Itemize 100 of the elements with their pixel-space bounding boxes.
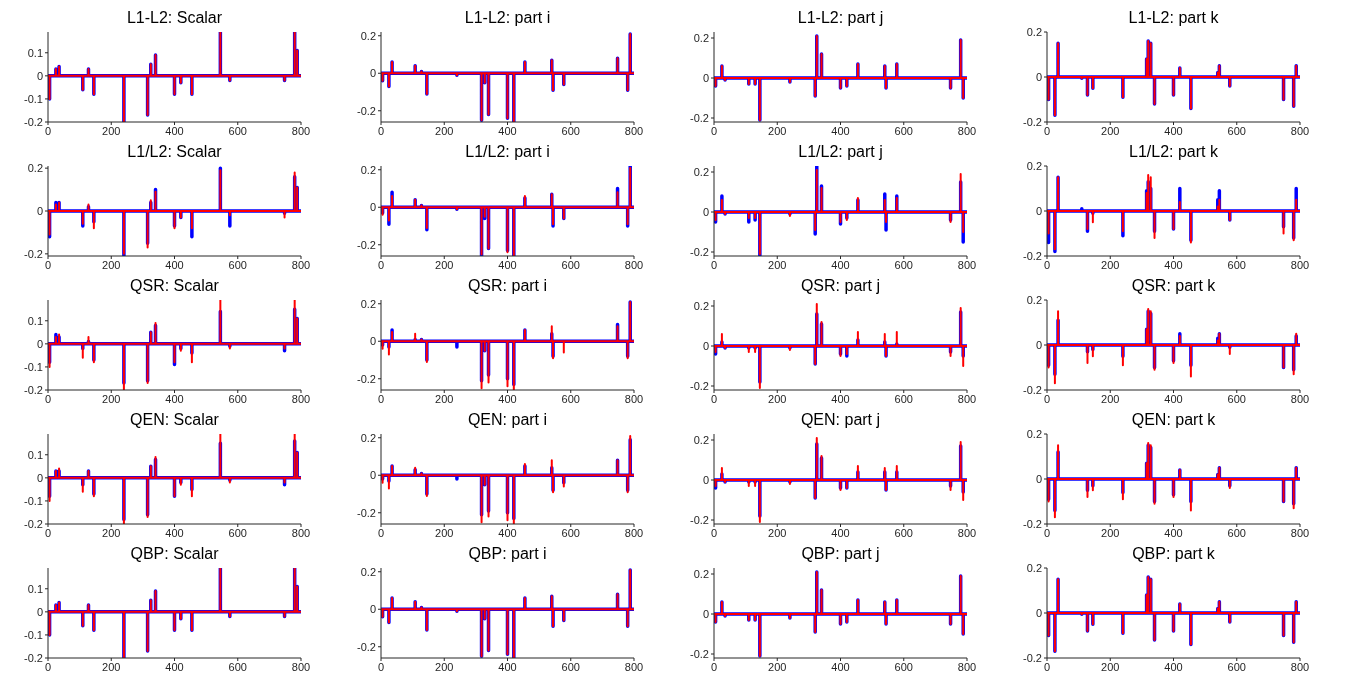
x-tick-label: 600 bbox=[561, 660, 580, 673]
x-tick-label: 0 bbox=[1043, 526, 1051, 539]
y-tick-label: 0.2 bbox=[693, 433, 709, 446]
chart-title: L1-L2: part k bbox=[1127, 8, 1220, 28]
x-tick-label: 800 bbox=[957, 258, 977, 271]
y-tick-label: 0.2 bbox=[693, 165, 709, 178]
x-tick-label: 800 bbox=[291, 660, 311, 673]
x-tick-label: 600 bbox=[228, 392, 247, 405]
x-tick-label: 400 bbox=[831, 124, 850, 137]
x-tick-label: 0 bbox=[1043, 258, 1051, 271]
y-tick-label: 0.2 bbox=[360, 163, 376, 176]
x-tick-label: 400 bbox=[831, 258, 850, 271]
x-tick-label: 600 bbox=[228, 526, 247, 539]
x-tick-label: 800 bbox=[957, 660, 977, 673]
x-tick-label: 0 bbox=[377, 258, 385, 271]
y-tick-label: 0.2 bbox=[1026, 25, 1042, 38]
x-tick-label: 400 bbox=[831, 526, 850, 539]
x-tick-label: 400 bbox=[1164, 526, 1183, 539]
y-tick-label: 0.2 bbox=[27, 162, 43, 175]
x-tick-label: 400 bbox=[831, 660, 850, 673]
x-tick-label: 200 bbox=[435, 124, 454, 137]
y-tick-label: 0 bbox=[36, 204, 43, 217]
y-tick-label: -0.2 bbox=[357, 238, 376, 251]
x-tick-label: 0 bbox=[377, 124, 385, 137]
y-tick-label: 0 bbox=[1035, 204, 1042, 217]
x-tick-label: 200 bbox=[768, 258, 787, 271]
x-tick-label: 600 bbox=[1227, 124, 1246, 137]
y-tick-label: -0.2 bbox=[690, 111, 709, 124]
chart-title: QEN: part i bbox=[466, 410, 549, 430]
x-tick-label: 600 bbox=[1227, 392, 1246, 405]
x-tick-label: 200 bbox=[1101, 392, 1120, 405]
x-tick-label: 800 bbox=[291, 526, 311, 539]
x-tick-label: 600 bbox=[1227, 660, 1246, 673]
x-tick-label: 0 bbox=[44, 258, 52, 271]
chart-title: QSR: part k bbox=[1130, 276, 1217, 296]
x-tick-label: 600 bbox=[561, 124, 580, 137]
x-tick-label: 0 bbox=[44, 660, 52, 673]
chart-title: L1/L2: part i bbox=[464, 142, 551, 162]
y-tick-label: -0.2 bbox=[690, 647, 709, 660]
x-tick-label: 0 bbox=[710, 258, 718, 271]
chart-title: L1-L2: part j bbox=[796, 8, 885, 28]
chart-title: QEN: part j bbox=[799, 410, 882, 430]
y-tick-label: 0.2 bbox=[1026, 159, 1042, 172]
y-tick-label: 0.2 bbox=[360, 431, 376, 444]
x-tick-label: 0 bbox=[710, 124, 718, 137]
chart-title: QBP: part j bbox=[800, 544, 881, 564]
y-tick-label: 0 bbox=[36, 605, 43, 618]
y-tick-label: 0 bbox=[369, 603, 376, 616]
x-tick-label: 400 bbox=[498, 258, 517, 271]
x-tick-label: 800 bbox=[624, 526, 644, 539]
y-tick-label: 0 bbox=[702, 607, 709, 620]
x-tick-label: 400 bbox=[1164, 392, 1183, 405]
chart-title: QSR: part j bbox=[799, 276, 882, 296]
y-tick-label: 0.2 bbox=[360, 565, 376, 578]
x-tick-label: 800 bbox=[624, 258, 644, 271]
y-tick-label: -0.2 bbox=[24, 651, 43, 664]
x-tick-label: 800 bbox=[291, 392, 311, 405]
y-tick-label: 0.1 bbox=[27, 314, 43, 327]
y-tick-label: 0.2 bbox=[1026, 293, 1042, 306]
chart-title: L1/L2: Scalar bbox=[126, 142, 223, 162]
x-tick-label: 0 bbox=[44, 392, 52, 405]
y-tick-label: -0.2 bbox=[1023, 115, 1042, 128]
x-tick-label: 200 bbox=[768, 124, 787, 137]
x-tick-label: 800 bbox=[1290, 124, 1310, 137]
chart-title: QSR: part i bbox=[466, 276, 549, 296]
x-tick-label: 600 bbox=[894, 124, 913, 137]
x-tick-label: 200 bbox=[435, 392, 454, 405]
x-tick-label: 200 bbox=[768, 526, 787, 539]
y-tick-label: 0 bbox=[369, 67, 376, 80]
y-tick-label: -0.1 bbox=[24, 92, 43, 105]
y-tick-label: -0.2 bbox=[1023, 517, 1042, 530]
y-tick-label: 0.1 bbox=[27, 582, 43, 595]
chart-title: L1/L2: part k bbox=[1128, 142, 1219, 162]
x-tick-label: 800 bbox=[1290, 392, 1310, 405]
x-tick-label: 600 bbox=[561, 258, 580, 271]
y-tick-label: 0.2 bbox=[693, 567, 709, 580]
y-tick-label: 0.2 bbox=[1026, 561, 1042, 574]
x-tick-label: 400 bbox=[165, 258, 184, 271]
y-tick-label: 0.2 bbox=[693, 299, 709, 312]
chart-title: L1-L2: Scalar bbox=[125, 8, 224, 28]
x-tick-label: 600 bbox=[1227, 258, 1246, 271]
y-tick-label: 0 bbox=[1035, 606, 1042, 619]
y-tick-label: -0.2 bbox=[357, 372, 376, 385]
x-tick-label: 600 bbox=[228, 258, 247, 271]
y-tick-label: -0.2 bbox=[1023, 383, 1042, 396]
x-tick-label: 200 bbox=[768, 660, 787, 673]
y-tick-label: -0.2 bbox=[24, 247, 43, 260]
y-tick-label: -0.1 bbox=[24, 360, 43, 373]
y-tick-label: 0 bbox=[1035, 338, 1042, 351]
y-tick-label: -0.2 bbox=[357, 104, 376, 117]
x-tick-label: 400 bbox=[165, 124, 184, 137]
x-tick-label: 600 bbox=[894, 660, 913, 673]
x-tick-label: 200 bbox=[435, 660, 454, 673]
x-tick-label: 400 bbox=[1164, 258, 1183, 271]
chart-title: QBP: part k bbox=[1131, 544, 1216, 564]
y-tick-label: 0 bbox=[1035, 70, 1042, 83]
x-tick-label: 400 bbox=[498, 392, 517, 405]
y-tick-label: 0.1 bbox=[27, 46, 43, 59]
y-tick-label: -0.2 bbox=[357, 640, 376, 653]
chart-title: QSR: Scalar bbox=[129, 276, 220, 296]
